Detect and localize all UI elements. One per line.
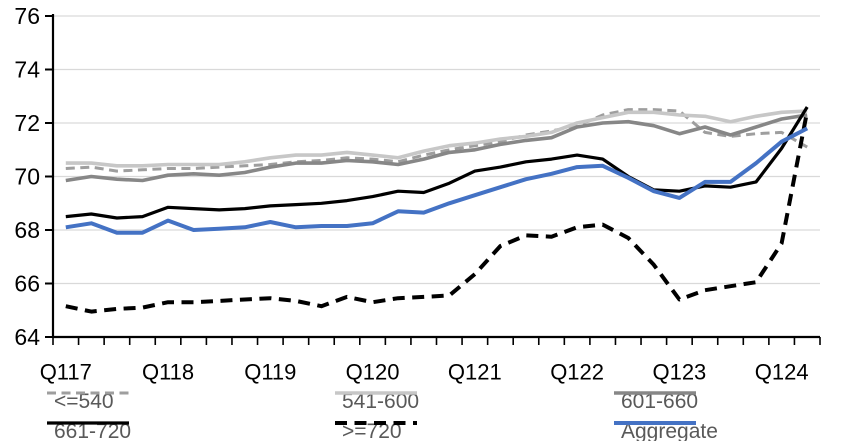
y-axis-label-66: 66 [14, 271, 40, 297]
legend-item-541-600: 541-600 [333, 387, 419, 417]
x-axis-label-Q121: Q121 [448, 360, 502, 385]
y-axis-label-68: 68 [14, 217, 40, 243]
y-axis-label-64: 64 [14, 324, 40, 350]
legend-row-2: 661-720 >=720 Aggregate [0, 417, 852, 441]
y-axis-label-76: 76 [14, 3, 40, 29]
legend-label-601-660: 601-660 [621, 390, 699, 413]
legend-swatch-541-600 [335, 391, 417, 395]
legend-item-720: >=720 [333, 417, 417, 441]
x-axis: Q117 Q118 Q119 Q120 Q121 Q122 Q123 Q124 [40, 337, 821, 385]
legend-swatch-aggregate [614, 421, 696, 425]
x-axis-label-Q118: Q118 [142, 360, 194, 385]
legend-row-1: <=540 541-600 601-660 [0, 387, 852, 417]
series-line-720 [65, 110, 810, 314]
series-line-541-600 [65, 109, 808, 168]
gridlines [53, 15, 820, 285]
x-axis-label-Q119: Q119 [244, 360, 296, 385]
y-axis-label-70: 70 [14, 164, 40, 190]
series-line-601-660 [65, 113, 808, 183]
legend-item-540: <=540 [45, 387, 129, 417]
series-line-540 [65, 108, 808, 173]
legend-label-aggregate: Aggregate [621, 420, 718, 441]
legend-label-540: <=540 [54, 390, 114, 413]
legend-label-661-720: 661-720 [54, 420, 132, 441]
series-lines [65, 106, 810, 314]
legend-swatch-661-720 [47, 421, 129, 425]
legend-swatch-720 [335, 421, 417, 425]
legend-label-720: >=720 [342, 420, 402, 441]
legend-item-661-720: 661-720 [45, 417, 131, 441]
y-axis-label-72: 72 [14, 110, 40, 136]
series-line-661-720 [65, 106, 809, 220]
series-line-aggregate [65, 126, 809, 235]
y-axis-label-74: 74 [14, 57, 40, 83]
y-axis: 64 66 68 70 72 74 76 [14, 3, 53, 350]
legend-label-541-600: 541-600 [342, 390, 420, 413]
x-axis-label-Q117: Q117 [40, 360, 92, 385]
legend-swatch-540 [47, 391, 129, 395]
legend-item-601-660: 601-660 [612, 387, 698, 417]
legend-item-aggregate: Aggregate [612, 417, 718, 441]
x-axis-label-Q124: Q124 [755, 360, 809, 385]
x-axis-label-Q120: Q120 [346, 360, 400, 385]
legend-swatch-601-660 [614, 391, 696, 395]
x-axis-label-Q122: Q122 [550, 360, 604, 385]
x-axis-label-Q123: Q123 [652, 360, 706, 385]
